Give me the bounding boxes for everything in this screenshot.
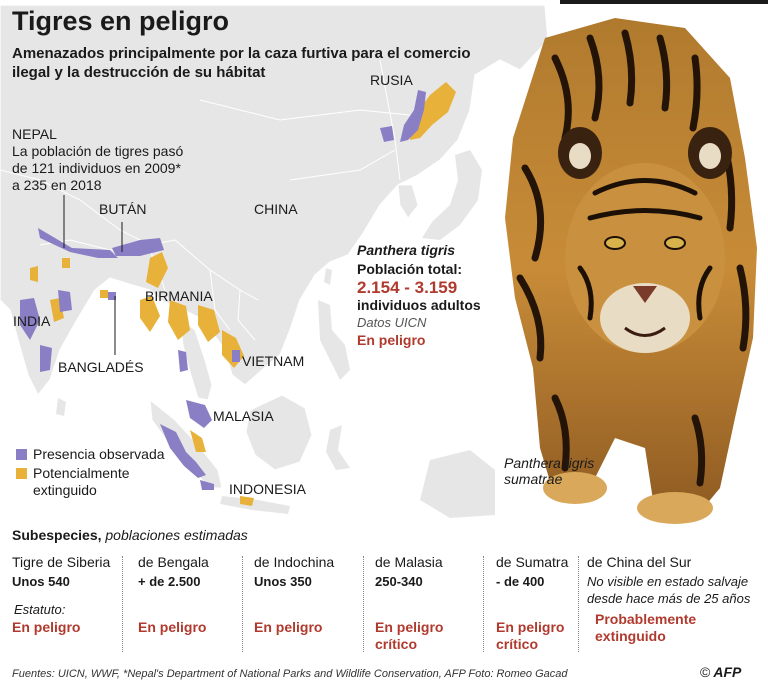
label-burma: BIRMANIA <box>145 288 213 304</box>
label-russia: RUSIA <box>370 72 413 88</box>
subspecies-status: En peligro crítico <box>496 619 565 652</box>
label-vietnam: VIETNAM <box>242 353 305 369</box>
subspecies-bengal: de Bengala + de 2.500 En peligro <box>138 554 209 636</box>
label-bhutan: BUTÁN <box>99 201 147 217</box>
subspecies-south-china: de China del Sur No visible en estado sa… <box>587 554 767 645</box>
column-divider <box>242 556 244 652</box>
label-malaysia: MALASIA <box>213 408 274 424</box>
philippines <box>318 300 350 380</box>
population-source: Datos UICN <box>357 315 427 330</box>
range-extinct <box>30 82 456 506</box>
subspecies-note: No visible en estado salvaje desde hace … <box>587 574 751 606</box>
asia-map <box>0 4 549 518</box>
species-status: En peligro <box>357 332 426 348</box>
nepal-text: La población de tigres pasó de 121 indiv… <box>12 143 184 193</box>
korea <box>397 184 419 219</box>
page-subtitle: Amenazados principalmente por la caza fu… <box>12 45 471 81</box>
legend-swatch-extinct <box>16 468 27 479</box>
subspecies-name: Tigre de Siberia <box>12 554 111 570</box>
legend-observed-label: Presencia observada <box>33 446 165 462</box>
subspecies-name: de Indochina <box>254 554 335 570</box>
copyright-symbol: © <box>700 664 711 680</box>
nepal-annotation: NEPAL La población de tigres pasó de 121… <box>12 126 187 194</box>
asia-landmass <box>0 4 549 397</box>
column-divider <box>483 556 485 652</box>
legend-swatch-observed <box>16 449 27 460</box>
label-india: INDIA <box>13 313 51 329</box>
hainan <box>262 307 272 318</box>
population-unit: individuos adultos <box>357 297 481 313</box>
taiwan <box>324 268 332 285</box>
species-info: Panthera tigris Población total: 2.154 -… <box>357 242 517 348</box>
column-divider <box>122 556 124 652</box>
tiger-caption: Panthera tigris sumatrae <box>504 455 595 487</box>
subspecies-status: En peligro crítico <box>375 619 444 652</box>
subspecies-status: En peligro <box>12 619 81 635</box>
population-label: Población total: <box>357 261 462 277</box>
subspecies-status: Probablemente extinguido <box>595 611 697 644</box>
tiger-photo <box>505 18 757 524</box>
page-title: Tigres en peligro <box>12 6 230 36</box>
subspecies-indochina: de Indochina Unos 350 En peligro <box>254 554 334 636</box>
sumatra <box>149 398 223 489</box>
column-divider <box>578 556 580 652</box>
new-guinea <box>420 450 495 518</box>
species-name: Panthera tigris <box>357 242 456 258</box>
nepal-label: NEPAL <box>12 126 57 142</box>
column-divider <box>363 556 365 652</box>
subspecies-count: Unos 350 <box>254 574 312 589</box>
label-bangladesh: BANGLADÉS <box>58 359 144 375</box>
range-observed <box>20 90 426 490</box>
java <box>220 496 290 514</box>
population-value: 2.154 - 3.159 <box>357 278 458 297</box>
subspecies-name: de Sumatra <box>496 554 569 570</box>
subspecies-count: - de 400 <box>496 574 545 589</box>
status-label: Estatuto: <box>14 602 66 617</box>
legend-extinct: Potencialmente extinguido <box>16 465 165 499</box>
subspecies-status: En peligro <box>254 619 323 635</box>
subspecies-heading-bold: Subespecies, <box>12 527 102 543</box>
subspecies-siberia: Tigre de Siberia Unos 540 En peligro <box>12 554 110 636</box>
legend-observed: Presencia observada <box>16 446 165 463</box>
subspecies-name: de Malasia <box>375 554 443 570</box>
subspecies-status: En peligro <box>138 619 207 635</box>
map-legend: Presencia observada Potencialmente extin… <box>16 446 165 501</box>
subspecies-name: de Bengala <box>138 554 209 570</box>
legend-extinct-label: Potencialmente extinguido <box>33 465 130 498</box>
subspecies-count: 250-340 <box>375 574 423 589</box>
label-indonesia: INDONESIA <box>229 481 307 497</box>
afp-credit: © AFP <box>700 664 741 680</box>
borneo <box>245 394 313 471</box>
sources-footer: Fuentes: UICN, WWF, *Nepal's Department … <box>12 668 568 680</box>
sri-lanka <box>56 398 66 416</box>
japan <box>422 150 482 240</box>
subspecies-heading: Subespecies, poblaciones estimadas <box>12 527 248 543</box>
subspecies-sumatra: de Sumatra - de 400 En peligro crítico <box>496 554 576 653</box>
afp-logo: AFP <box>713 664 742 680</box>
label-china: CHINA <box>254 201 298 217</box>
subspecies-malaysia: de Malasia 250-340 En peligro crítico <box>375 554 465 653</box>
subspecies-count: Unos 540 <box>12 574 70 589</box>
subspecies-count: + de 2.500 <box>138 574 201 589</box>
subspecies-name: de China del Sur <box>587 554 692 570</box>
subspecies-heading-italic: poblaciones estimadas <box>105 527 248 543</box>
sulawesi <box>326 425 350 470</box>
